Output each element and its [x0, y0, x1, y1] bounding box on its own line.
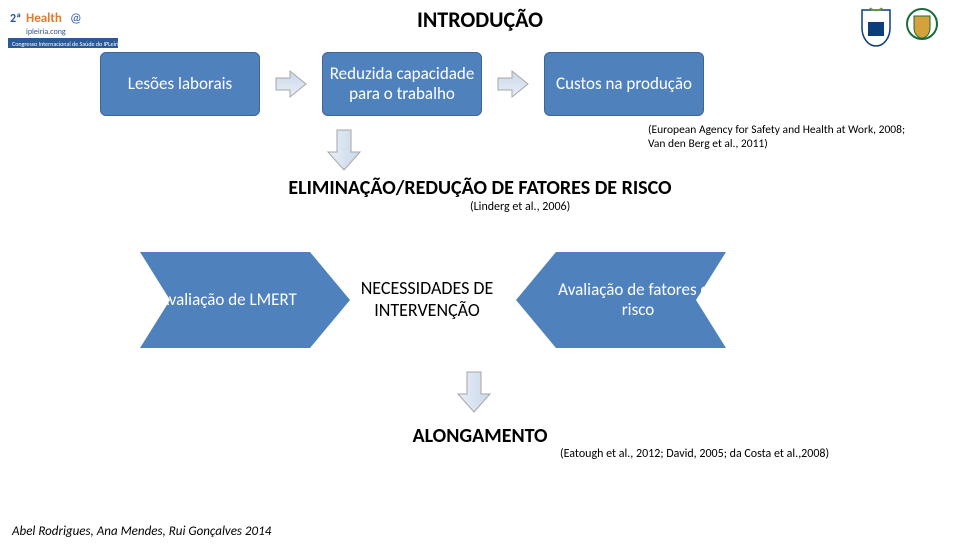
- footer-authors: Abel Rodrigues, Ana Mendes, Rui Gonçalve…: [12, 524, 271, 539]
- arrow-right-icon: [274, 67, 308, 101]
- mid-cluster: Avaliação de LMERT NECESSIDADES DE INTER…: [140, 252, 726, 348]
- citation-top: (European Agency for Safety and Health a…: [648, 124, 908, 152]
- alongamento-citation: (Eatough et al., 2012; David, 2005; da C…: [560, 448, 850, 462]
- flow-box-3: Custos na produção: [544, 52, 704, 116]
- flow-box-2: Reduzida capacidade para o trabalho: [322, 52, 482, 116]
- arrow-right-icon: [496, 67, 530, 101]
- elimination-heading: ELIMINAÇÃO/REDUÇÃO DE FATORES DE RISCO: [0, 176, 960, 200]
- arrow-down-icon: [456, 370, 492, 414]
- mid-center-text: NECESSIDADES DE INTERVENÇÃO: [332, 278, 522, 321]
- arrow-down-icon: [326, 128, 362, 172]
- flow-box-1: Lesões laborais: [100, 52, 260, 116]
- alongamento-heading: ALONGAMENTO: [0, 424, 960, 448]
- slide-title: INTRODUÇÃO: [0, 6, 960, 33]
- flow-row: Lesões laborais Reduzida capacidade para…: [100, 52, 704, 116]
- pentagon-left: Avaliação de LMERT: [140, 252, 350, 348]
- elimination-citation: (Linderg et al., 2006): [470, 200, 570, 214]
- svg-text:Congresso Internacional de Saú: Congresso Internacional de Saúde do IPLe…: [12, 40, 118, 48]
- pentagon-right: Avaliação de fatores de risco: [516, 252, 726, 348]
